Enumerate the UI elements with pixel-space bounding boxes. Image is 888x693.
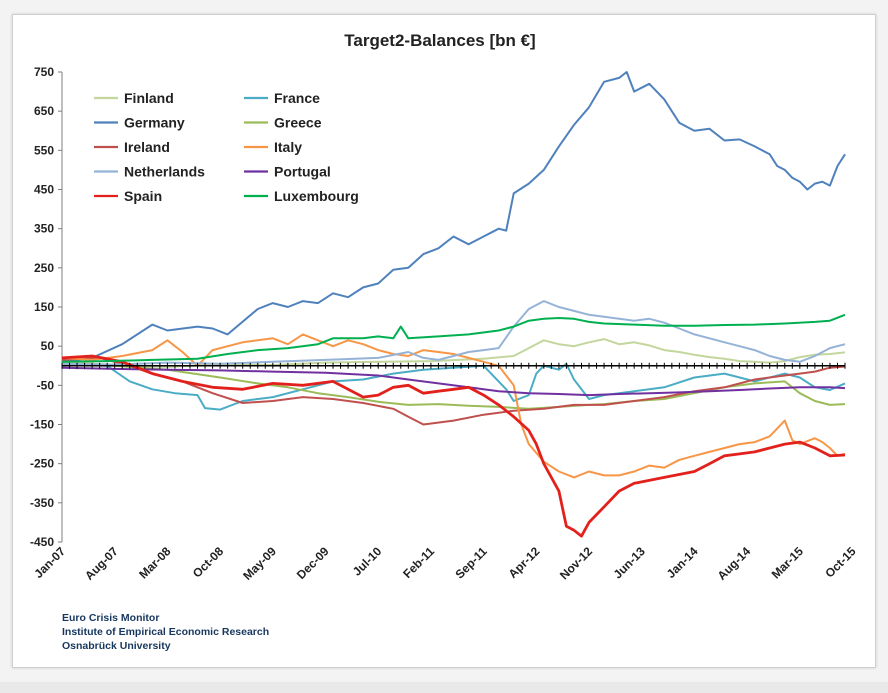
x-tick-label: Oct-08 bbox=[190, 544, 227, 581]
source-line-3: Osnabrück University bbox=[62, 640, 171, 652]
x-tick-label: May-09 bbox=[240, 544, 279, 583]
x-tick-label: Jul-10 bbox=[350, 544, 385, 579]
y-tick-label: 650 bbox=[34, 104, 54, 118]
x-tick-label: Jan-14 bbox=[664, 544, 701, 581]
x-tick-label: Sep-11 bbox=[452, 544, 489, 581]
legend-label: Spain bbox=[124, 188, 162, 204]
series-layer bbox=[61, 71, 846, 538]
series-line-portugal bbox=[61, 366, 846, 397]
x-tick-label: Nov-12 bbox=[557, 544, 595, 582]
series-line-luxembourg bbox=[61, 313, 846, 363]
series-line-netherlands bbox=[61, 300, 846, 366]
legend-label: Portugal bbox=[274, 164, 331, 180]
x-tick-label: Aug-07 bbox=[82, 544, 121, 583]
series-line-italy bbox=[61, 333, 846, 479]
x-tick-label: Mar-15 bbox=[769, 544, 806, 581]
chart-frame bbox=[12, 14, 876, 668]
series-line-ireland bbox=[61, 356, 846, 426]
legend-label: France bbox=[274, 90, 320, 106]
legend: Finland France Germany Greece Ireland Italy Ne… bbox=[94, 90, 359, 204]
source-line-1: Euro Crisis Monitor bbox=[62, 612, 160, 624]
legend-label: Italy bbox=[274, 139, 302, 155]
y-tick-label: 150 bbox=[34, 300, 54, 314]
chart-title: Target2-Balances [bn €] bbox=[344, 31, 535, 50]
y-tick-label: -450 bbox=[30, 535, 54, 549]
y-tick-label: -350 bbox=[30, 496, 54, 510]
y-axis: 750 650 550 450 350 250 150 50 -50 -150 -250 -350 -4… bbox=[30, 65, 63, 549]
y-tick-label: 350 bbox=[34, 222, 54, 236]
y-tick-label: -250 bbox=[30, 457, 54, 471]
x-tick-label: Feb-11 bbox=[400, 544, 437, 581]
legend-label: Luxembourg bbox=[274, 188, 359, 204]
source-line-2: Institute of Empirical Economic Research bbox=[62, 626, 270, 638]
y-tick-label: 50 bbox=[41, 339, 55, 353]
x-tick-label: Aug-14 bbox=[715, 544, 754, 583]
x-tick-label: Jun-13 bbox=[611, 544, 648, 581]
series-line-france bbox=[61, 362, 846, 411]
legend-label: Ireland bbox=[124, 139, 170, 155]
y-tick-label: -150 bbox=[30, 418, 54, 432]
legend-label: Netherlands bbox=[124, 164, 205, 180]
x-tick-label: Mar-08 bbox=[136, 544, 173, 581]
y-tick-label: 550 bbox=[34, 143, 54, 157]
series-line-finland bbox=[61, 338, 846, 368]
series-line-germany bbox=[61, 71, 846, 363]
window-bottom-bar bbox=[0, 682, 888, 693]
y-tick-label: 250 bbox=[34, 261, 54, 275]
y-tick-label: 450 bbox=[34, 183, 54, 197]
x-tick-label: Apr-12 bbox=[506, 544, 543, 581]
x-tick-label: Jan-07 bbox=[31, 544, 68, 581]
series-line-spain bbox=[61, 354, 846, 538]
legend-label: Germany bbox=[124, 115, 185, 131]
legend-label: Finland bbox=[124, 90, 174, 106]
y-tick-label: -50 bbox=[37, 378, 55, 392]
x-tick-label: Dec-09 bbox=[294, 544, 332, 582]
x-axis: Jan-07 Aug-07 Mar-08 Oct-08 May-09 Dec-09 Jul-… bbox=[31, 362, 859, 583]
x-tick-label: Oct-15 bbox=[822, 544, 859, 581]
y-tick-label: 750 bbox=[34, 65, 54, 79]
legend-label: Greece bbox=[274, 115, 322, 131]
